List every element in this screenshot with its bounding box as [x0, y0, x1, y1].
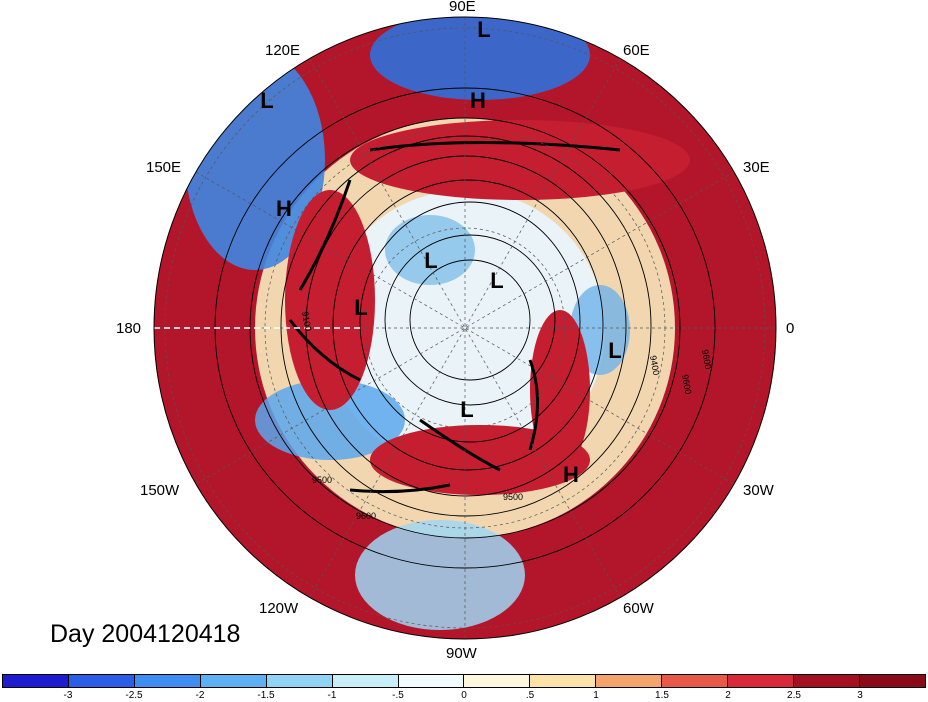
pressure-center-label: L: [608, 338, 621, 363]
colorbar-tick-label: 3: [857, 690, 863, 701]
pressure-center-label: L: [424, 248, 437, 273]
colorbar-swatch: [398, 675, 465, 687]
pressure-center-label: H: [563, 462, 579, 487]
lon-label-90e: 90E: [449, 0, 476, 15]
contour-value-label: 9500: [312, 475, 332, 485]
contour-value-label: 9400: [648, 355, 661, 376]
colorbar-swatch: [596, 675, 663, 687]
colorbar-swatch: [859, 675, 925, 687]
colorbar-swatch: [530, 675, 597, 687]
warm-band-east: [530, 310, 590, 470]
colorbar-tick-label: -2.5: [125, 690, 143, 701]
colorbar-tick-label: 0: [461, 690, 467, 701]
colorbar: [2, 674, 926, 688]
pressure-center-label: H: [470, 88, 486, 113]
pressure-center-label: L: [460, 397, 473, 422]
lon-label-60w: 60W: [623, 600, 654, 617]
colorbar-tick-label: -1.5: [257, 690, 275, 701]
colorbar-swatch: [464, 675, 531, 687]
cold-anomaly-center: [385, 215, 475, 285]
contour-value-labels: 9100 9600 9600 9500 9600 9500 9400: [300, 311, 713, 521]
colorbar-swatch: [728, 675, 795, 687]
colorbar-tick-label: .5: [525, 690, 535, 701]
contour-value-label: 9600: [356, 511, 376, 521]
colorbar-tick-label: 2: [725, 690, 731, 701]
lon-label-0: 0: [786, 320, 795, 337]
lon-label-90w: 90W: [446, 645, 477, 662]
warm-band-northeast: [350, 120, 690, 200]
colorbar-swatch: [332, 675, 399, 687]
colorbar-swatch: [200, 675, 267, 687]
lon-label-120w: 120W: [259, 600, 299, 617]
colorbar-tick-label: 1.5: [655, 690, 669, 701]
contour-value-label: 9500: [503, 492, 523, 502]
colorbar-swatch: [68, 675, 135, 687]
lon-label-30e: 30E: [743, 159, 770, 176]
lon-label-30w: 30W: [743, 482, 774, 499]
pressure-center-label: L: [260, 88, 273, 113]
lon-label-120e: 120E: [265, 42, 301, 59]
cold-anomaly-west: [255, 380, 405, 460]
contour-value-label: 9600: [700, 349, 713, 370]
pressure-center-label: L: [354, 295, 367, 320]
pressure-center-label: L: [490, 268, 503, 293]
lon-label-180: 180: [116, 320, 142, 337]
colorbar-swatch: [3, 675, 69, 687]
colorbar-swatch: [134, 675, 201, 687]
contour-value-label: 9600: [680, 374, 693, 395]
pressure-center-labels: L L H H L L L L L H: [260, 17, 621, 487]
colorbar-swatch: [266, 675, 333, 687]
lon-label-60e: 60E: [623, 42, 650, 59]
lon-label-150e: 150E: [146, 159, 182, 176]
pressure-center-label: H: [276, 196, 292, 221]
colorbar-tick-label: -1: [327, 690, 337, 701]
cold-anomaly-north: [370, 17, 590, 100]
colorbar-labels: -3 -2.5 -2 -1.5 -1 -.5 0 .5 1 1.5 2 2.5 3: [2, 690, 926, 702]
pressure-center-label: L: [477, 17, 490, 42]
colorbar-tick-label: -2: [195, 690, 205, 701]
cold-anomaly-south: [355, 520, 525, 630]
warm-band-west: [285, 190, 375, 410]
colorbar-tick-label: -.5: [392, 690, 404, 701]
colorbar-swatch: [662, 675, 729, 687]
day-title: Day 2004120418: [50, 620, 241, 648]
colorbar-tick-label: -3: [63, 690, 73, 701]
colorbar-tick-label: 2.5: [787, 690, 801, 701]
lon-label-150w: 150W: [140, 482, 180, 499]
map-border: [153, 16, 777, 640]
colorbar-tick-label: 1: [593, 690, 599, 701]
colorbar-swatch: [794, 675, 860, 687]
contour-value-label: 9100: [300, 311, 313, 332]
